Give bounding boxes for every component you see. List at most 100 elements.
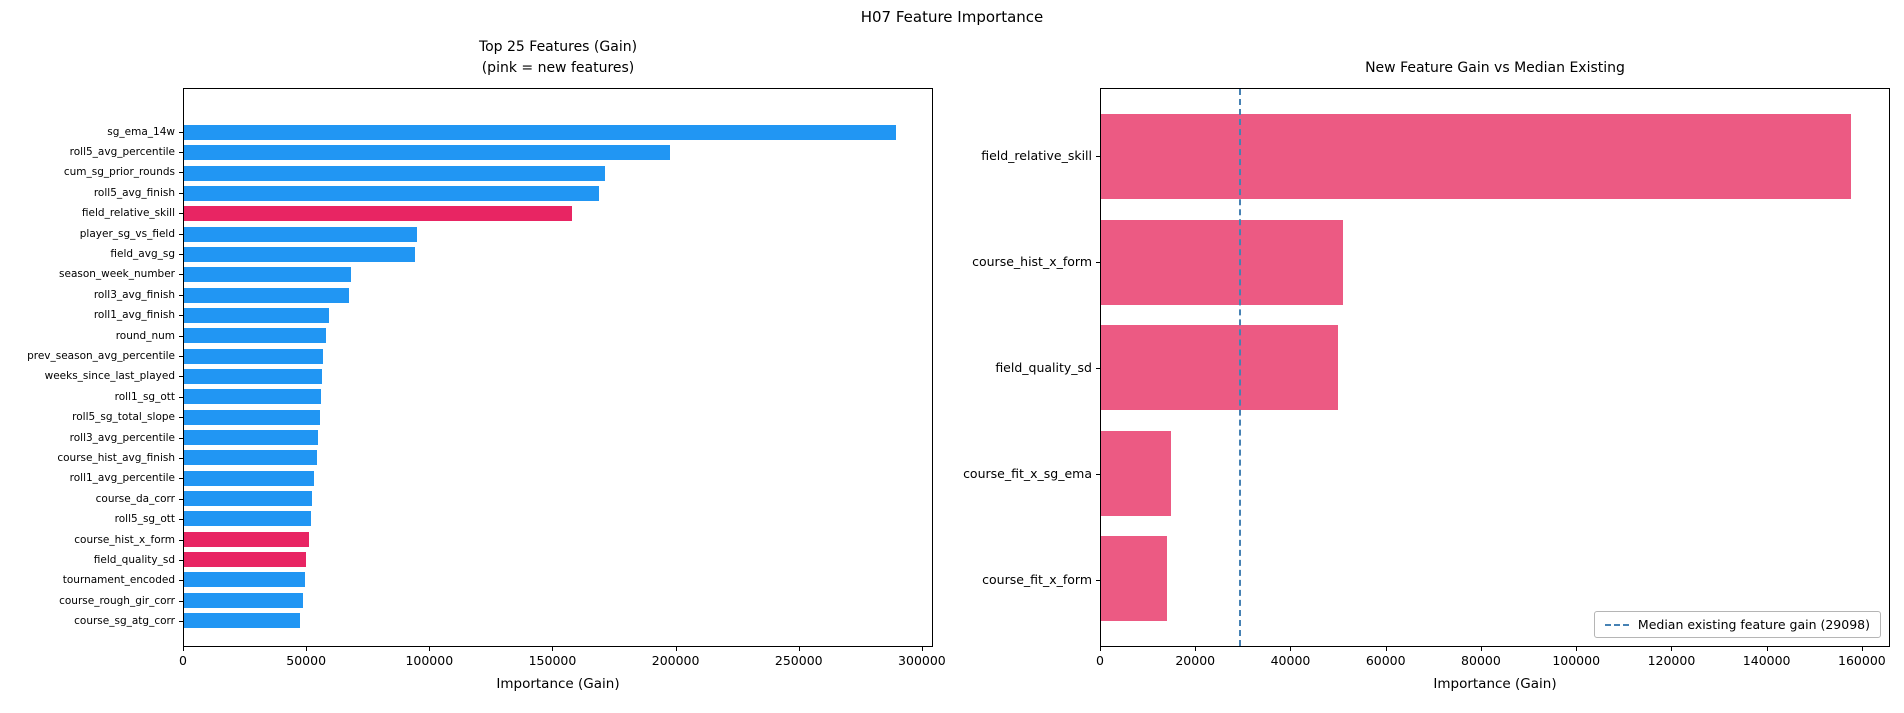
x-tick-mark-140000 <box>1766 647 1768 651</box>
bar-course_da_corr <box>184 490 312 506</box>
bar-roll3_avg_percentile <box>184 429 318 445</box>
bar-roll1_sg_ott <box>184 389 322 405</box>
chart-top25-title: Top 25 Features (Gain) (pink = new featu… <box>183 37 933 88</box>
y-axis-left: sg_ema_14w roll5_avg_percentile cum_sg_pri… <box>8 88 183 647</box>
bar-course_hist_x_form <box>1101 219 1344 305</box>
x-tick-mark-100000 <box>1576 647 1578 651</box>
bar-roll3_avg_finish <box>184 287 349 303</box>
y-tick-label-roll1_sg_ott: roll1_sg_ott <box>8 389 183 404</box>
x-tick-label-40000: 40000 <box>1270 653 1311 668</box>
x-tick-label-160000: 160000 <box>1838 653 1886 668</box>
y-tick-label-season_week_number: season_week_number <box>8 267 183 282</box>
legend-label: Median existing feature gain (29098) <box>1637 617 1870 632</box>
x-tick-mark-40000 <box>1290 647 1292 651</box>
x-tick-label-20000: 20000 <box>1175 653 1216 668</box>
plot-area-new-vs-median: Median existing feature gain (29098) <box>1100 88 1890 647</box>
y-tick-label-course_fit_x_sg_ema: course_fit_x_sg_ema <box>963 431 1100 516</box>
x-tick-mark-250000 <box>798 647 800 651</box>
y-tick-label-course_da_corr: course_da_corr <box>8 491 183 506</box>
y-tick-label-roll3_avg_percentile: roll3_avg_percentile <box>8 430 183 445</box>
bar-prev_season_avg_percentile <box>184 348 323 364</box>
y-tick-label-course_fit_x_form: course_fit_x_form <box>975 537 1100 622</box>
y-tick-label-sg_ema_14w: sg_ema_14w <box>8 124 183 139</box>
x-tick-label-150000: 150000 <box>528 653 577 668</box>
y-tick-label-field_avg_sg: field_avg_sg <box>8 246 183 261</box>
y-tick-label-field_relative_skill: field_relative_skill <box>8 206 183 221</box>
bar-weeks_since_last_played <box>184 368 322 384</box>
bar-course_rough_gir_corr <box>184 592 304 608</box>
x-tick-mark-60000 <box>1385 647 1387 651</box>
x-tick-mark-150000 <box>552 647 554 651</box>
figure-title: H07 Feature Importance <box>860 8 1044 26</box>
bar-course_hist_avg_finish <box>184 450 317 466</box>
x-tick-label-200000: 200000 <box>651 653 700 668</box>
x-tick-mark-80000 <box>1480 647 1482 651</box>
chart-top25-title-line1: Top 25 Features (Gain) <box>478 39 638 55</box>
bar-sg_ema_14w <box>184 125 897 140</box>
bar-field_quality_sd <box>1101 325 1339 410</box>
bar-course_fit_x_form <box>1101 536 1168 621</box>
y-tick-label-round_num: round_num <box>8 328 183 343</box>
y-tick-label-roll1_avg_percentile: roll1_avg_percentile <box>8 471 183 486</box>
x-tick-mark-200000 <box>675 647 677 651</box>
x-tick-label-50000: 50000 <box>286 653 327 668</box>
bar-cum_sg_prior_rounds <box>184 165 606 181</box>
chart-new-vs-median-title: New Feature Gain vs Median Existing <box>1365 60 1625 76</box>
bar-field_quality_sd <box>184 551 307 567</box>
bar-player_sg_vs_field <box>184 226 418 242</box>
bar-field_relative_skill <box>1101 114 1852 199</box>
y-tick-label-course_sg_atg_corr: course_sg_atg_corr <box>8 614 183 629</box>
bar-roll5_avg_finish <box>184 185 600 201</box>
x-tick-label-100000: 100000 <box>1552 653 1601 668</box>
bar-field_relative_skill <box>184 206 573 222</box>
x-tick-label-0: 0 <box>1096 653 1104 668</box>
bar-course_sg_atg_corr <box>184 612 301 628</box>
x-tick-label-120000: 120000 <box>1647 653 1696 668</box>
plot-area-top25 <box>183 88 933 647</box>
bar-tournament_encoded <box>184 572 306 588</box>
x-tick-label-300000: 300000 <box>898 653 946 668</box>
bar-roll5_avg_percentile <box>184 145 671 161</box>
y-tick-label-player_sg_vs_field: player_sg_vs_field <box>8 226 183 241</box>
x-tick-mark-120000 <box>1671 647 1673 651</box>
x-tick-mark-0 <box>1100 647 1101 651</box>
bar-field_avg_sg <box>184 246 415 262</box>
bar-roll5_sg_ott <box>184 511 312 527</box>
chart-top25-title-line2: (pink = new features) <box>481 60 635 76</box>
y-tick-label-roll5_sg_total_slope: roll5_sg_total_slope <box>8 410 183 425</box>
y-tick-label-course_hist_avg_finish: course_hist_avg_finish <box>8 451 183 466</box>
y-tick-label-roll3_avg_finish: roll3_avg_finish <box>8 287 183 302</box>
legend: Median existing feature gain (29098) <box>1593 611 1881 638</box>
x-tick-label-250000: 250000 <box>774 653 823 668</box>
x-tick-label-0: 0 <box>179 653 187 668</box>
bar-roll1_avg_percentile <box>184 470 314 486</box>
y-tick-label-prev_season_avg_percentile: prev_season_avg_percentile <box>8 348 183 363</box>
x-tick-mark-160000 <box>1861 647 1863 651</box>
x-axis-label-left: Importance (Gain) <box>496 676 620 692</box>
bar-roll5_sg_total_slope <box>184 409 321 425</box>
y-tick-label-cum_sg_prior_rounds: cum_sg_prior_rounds <box>8 165 183 180</box>
bar-round_num <box>184 328 327 344</box>
x-tick-mark-20000 <box>1195 647 1197 651</box>
median-reference-line <box>1239 89 1242 646</box>
x-tick-label-100000: 100000 <box>405 653 454 668</box>
y-tick-label-course_hist_x_form: course_hist_x_form <box>972 219 1100 304</box>
y-tick-label-weeks_since_last_played: weeks_since_last_played <box>8 369 183 384</box>
bar-season_week_number <box>184 267 352 283</box>
y-tick-label-course_rough_gir_corr: course_rough_gir_corr <box>8 593 183 608</box>
x-tick-mark-0 <box>183 647 184 651</box>
y-tick-label-field_relative_skill: field_relative_skill <box>975 113 1100 198</box>
y-tick-label-field_quality_sd: field_quality_sd <box>975 325 1100 410</box>
y-tick-label-tournament_encoded: tournament_encoded <box>8 573 183 588</box>
y-tick-label-field_quality_sd: field_quality_sd <box>8 553 183 568</box>
x-tick-mark-300000 <box>921 647 923 651</box>
bar-course_fit_x_sg_ema <box>1101 430 1172 516</box>
dashed-line-icon <box>1604 623 1629 626</box>
chart-new-vs-median: New Feature Gain vs Median Existing fiel… <box>963 0 1890 713</box>
x-axis-label-right: Importance (Gain) <box>1433 676 1557 692</box>
bar-roll1_avg_finish <box>184 307 329 323</box>
x-axis-ticks-left: 0 50000 100000 150000 200000 250000 300000 <box>179 647 946 673</box>
x-tick-label-80000: 80000 <box>1461 653 1501 668</box>
y-tick-label-roll5_sg_ott: roll5_sg_ott <box>8 512 183 527</box>
